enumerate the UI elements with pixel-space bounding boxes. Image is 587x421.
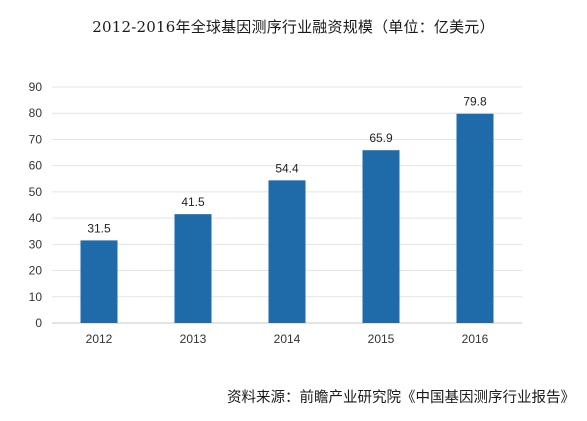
y-tick-label: 0 <box>35 316 42 330</box>
y-tick-label: 30 <box>29 237 43 251</box>
bar-2012 <box>80 240 118 323</box>
x-tick-label-2013: 2013 <box>180 332 207 346</box>
y-tick-label: 70 <box>29 132 43 146</box>
y-tick-label: 60 <box>29 159 43 173</box>
bar-2016 <box>456 113 494 323</box>
x-tick-label-2016: 2016 <box>462 332 489 346</box>
data-label-2016: 79.8 <box>463 95 487 109</box>
y-axis-ticks: 0 10 20 30 40 50 60 70 80 90 <box>29 80 43 330</box>
y-tick-label: 10 <box>29 290 43 304</box>
y-tick-label: 40 <box>29 211 43 225</box>
source-note: 资料来源：前瞻产业研究院《中国基因测序行业报告》 <box>227 390 575 406</box>
x-axis-ticks: 2012 2013 2014 2015 2016 <box>86 332 489 346</box>
y-tick-label: 90 <box>29 80 43 94</box>
data-label-2014: 54.4 <box>275 161 299 175</box>
data-label-2015: 65.9 <box>369 131 393 145</box>
bar-2015 <box>362 150 400 323</box>
x-tick-label-2015: 2015 <box>368 332 395 346</box>
chart-title: 2012-2016年全球基因测序行业融资规模（单位：亿美元） <box>92 18 495 36</box>
bars <box>80 113 494 323</box>
data-labels: 31.5 41.5 54.4 65.9 79.8 <box>87 95 487 236</box>
x-tick-label-2014: 2014 <box>274 332 301 346</box>
y-tick-label: 80 <box>29 106 43 120</box>
y-tick-label: 20 <box>29 264 43 278</box>
bar-2014 <box>268 180 306 323</box>
y-tick-label: 50 <box>29 185 43 199</box>
data-label-2012: 31.5 <box>87 221 111 235</box>
x-tick-label-2012: 2012 <box>86 332 113 346</box>
data-label-2013: 41.5 <box>181 195 205 209</box>
bar-2013 <box>174 214 212 323</box>
